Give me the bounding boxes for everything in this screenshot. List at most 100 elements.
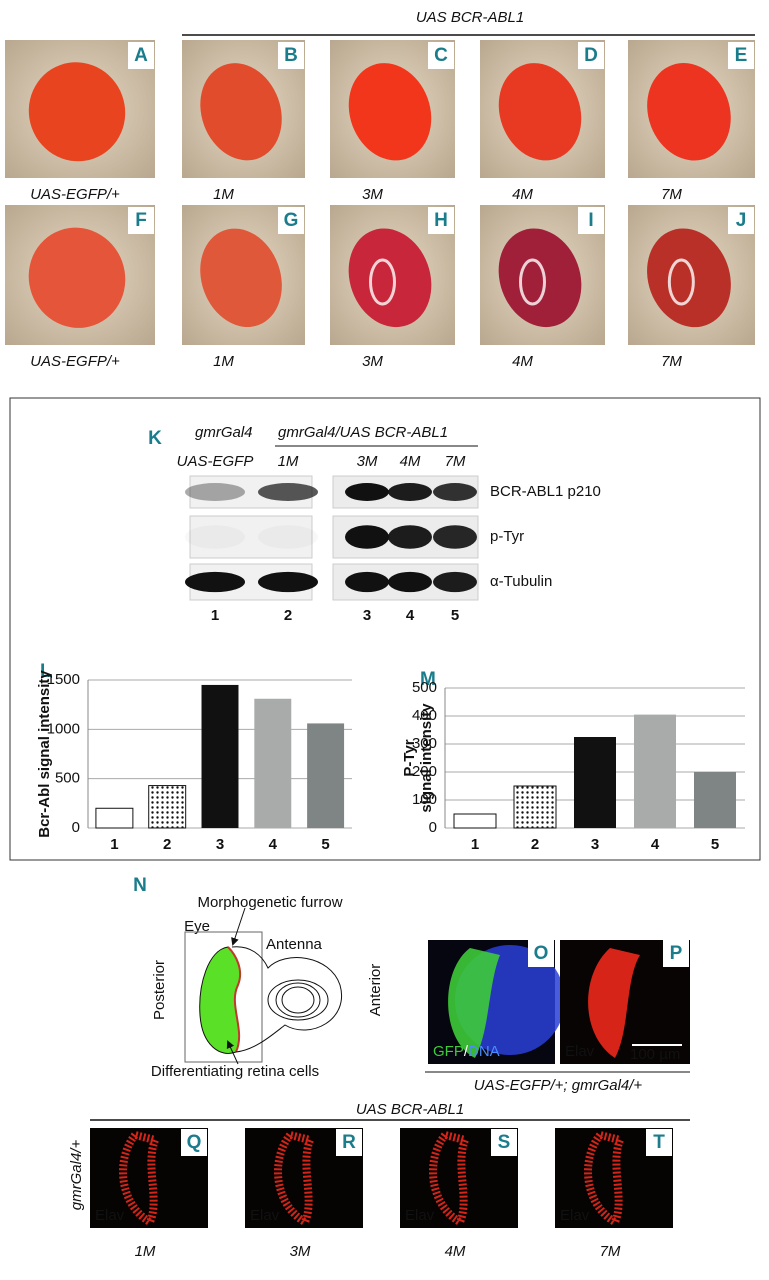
furrow xyxy=(227,946,242,1053)
blot-band xyxy=(433,483,477,501)
eye xyxy=(647,63,731,161)
bar xyxy=(513,785,557,829)
group-header: UAS BCR-ABL1 xyxy=(416,9,524,26)
eye xyxy=(498,63,582,161)
row-caption: 1M xyxy=(213,186,234,203)
letter-box xyxy=(663,940,689,967)
lane-label: 3M xyxy=(357,453,378,470)
letter-box xyxy=(336,1129,362,1156)
band-label: α-Tubulin xyxy=(490,573,552,590)
panel-letter: G xyxy=(284,210,299,231)
eye xyxy=(28,227,126,328)
blot-group: gmrGal4 xyxy=(195,424,253,441)
panel-letter: B xyxy=(284,45,298,66)
y-tick-label: 0 xyxy=(72,819,80,836)
band-label: BCR-ABL1 p210 xyxy=(490,483,601,500)
bar xyxy=(307,723,345,828)
stain-label: Elav xyxy=(560,1207,590,1224)
chart-letter: M xyxy=(420,669,436,690)
blot-band xyxy=(388,525,432,549)
arrow xyxy=(226,1040,239,1065)
y-tick-label: 1000 xyxy=(47,720,80,737)
panel-letter: Q xyxy=(187,1132,202,1153)
y-tick-label: 0 xyxy=(429,819,437,836)
stain-label: Elav xyxy=(405,1207,435,1224)
letter-box xyxy=(428,42,454,69)
band-label: p-Tyr xyxy=(490,528,524,545)
elav xyxy=(588,948,640,1058)
panel-letter: K xyxy=(148,428,162,449)
y-tick-label: 500 xyxy=(412,679,437,696)
eye-lesion xyxy=(519,258,546,306)
bar xyxy=(694,772,736,828)
blot-band xyxy=(388,571,432,593)
row-caption: 1M xyxy=(213,353,234,370)
stain-part: DNA xyxy=(468,1043,500,1060)
row-caption: UAS-EGFP/+ xyxy=(30,353,120,370)
letter-box xyxy=(728,42,754,69)
arrow xyxy=(231,907,246,946)
stain-part: GFP xyxy=(433,1043,464,1060)
y-axis-label: signal intensity xyxy=(418,703,435,813)
elav xyxy=(584,1130,626,1228)
lane-number: 1 xyxy=(211,607,219,624)
elav xyxy=(274,1130,316,1228)
stain-part: / xyxy=(464,1043,469,1060)
panel-letter: F xyxy=(135,210,147,231)
panel-letter: N xyxy=(133,875,147,896)
group-header: UAS BCR-ABL1 xyxy=(356,1101,464,1118)
letter-box xyxy=(181,1129,207,1156)
y-tick-label: 300 xyxy=(412,735,437,752)
eye xyxy=(28,62,126,162)
caption: UAS-EGFP/+; gmrGal4/+ xyxy=(474,1077,643,1094)
letter-box xyxy=(491,1129,517,1156)
x-tick-label: 5 xyxy=(711,836,719,853)
stain-label: Elav xyxy=(250,1207,280,1224)
x-tick-label: 1 xyxy=(110,836,118,853)
eye-frame xyxy=(184,931,263,1063)
row-caption: 7M xyxy=(661,186,682,203)
row-caption: 4M xyxy=(445,1243,466,1260)
x-tick-label: 4 xyxy=(269,836,278,853)
label: Posterior xyxy=(151,960,168,1020)
row-caption: 7M xyxy=(661,353,682,370)
eye xyxy=(498,228,582,328)
row-label: gmrGal4/+ xyxy=(68,1140,85,1211)
panel-letter: T xyxy=(653,1132,665,1153)
y-tick-label: 200 xyxy=(412,763,437,780)
stain-label: Elav xyxy=(565,1043,595,1060)
blot-band xyxy=(185,483,245,501)
bar xyxy=(201,684,239,828)
y-axis-label: Bcr-Abl signal intensity xyxy=(36,670,53,838)
panel-letter: C xyxy=(434,45,448,66)
lane-number: 2 xyxy=(284,607,292,624)
bar xyxy=(95,807,134,829)
row-caption: UAS-EGFP/+ xyxy=(30,186,120,203)
row-caption: 3M xyxy=(290,1243,311,1260)
blot-group: gmrGal4/UAS BCR-ABL1 xyxy=(278,424,448,441)
bar xyxy=(574,737,616,828)
y-axis-label: P-Tyr xyxy=(401,739,418,776)
x-tick-label: 3 xyxy=(216,836,224,853)
x-tick-label: 2 xyxy=(163,836,171,853)
eye xyxy=(348,228,432,328)
blot-band xyxy=(433,525,477,549)
stain-label: GFP/DNA xyxy=(433,1043,500,1060)
bar xyxy=(254,698,292,828)
blot-band xyxy=(185,525,245,549)
blot-band xyxy=(433,571,477,593)
antenna-ring xyxy=(275,982,321,1018)
row-caption: 3M xyxy=(362,353,383,370)
elav xyxy=(119,1130,161,1228)
panel-letter: O xyxy=(534,943,549,964)
row-caption: 3M xyxy=(362,186,383,203)
bar xyxy=(453,813,497,829)
row-caption: 4M xyxy=(512,186,533,203)
letter-box xyxy=(128,207,154,234)
letter-box xyxy=(278,207,304,234)
row-caption: 1M xyxy=(135,1243,156,1260)
lane-label: 1M xyxy=(278,453,299,470)
lane-number: 3 xyxy=(363,607,371,624)
lane-number: 5 xyxy=(451,607,459,624)
